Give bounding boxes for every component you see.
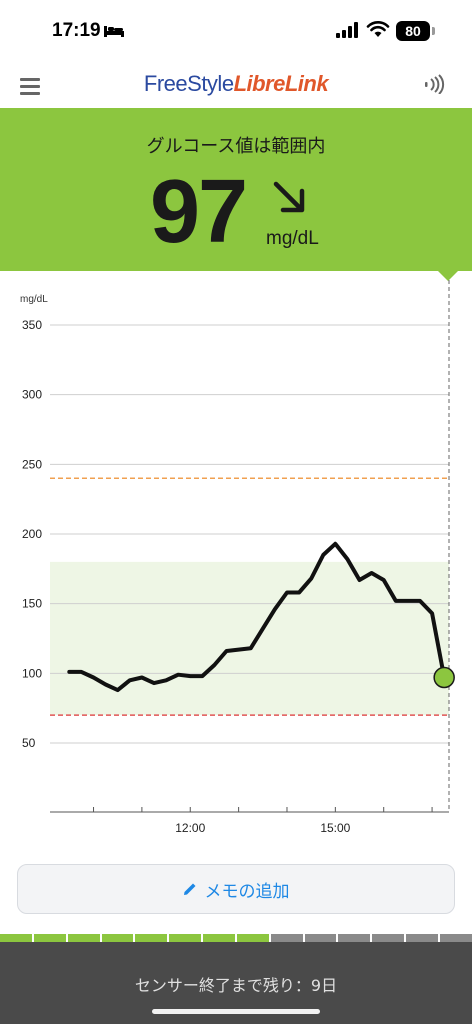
y-tick-label-200: 200 — [22, 527, 42, 541]
sensor-progress-segment — [135, 934, 168, 942]
y-tick-label-50: 50 — [22, 736, 36, 750]
arrow-down-right-icon — [273, 181, 305, 213]
battery-indicator: 80 — [396, 21, 430, 41]
status-bar: 17:19 80 — [0, 0, 472, 62]
add-memo-label: メモの追加 — [204, 881, 290, 902]
brand-part1: FreeStyle — [143, 71, 234, 96]
pencil-icon — [183, 883, 195, 895]
sensor-progress-segment — [304, 934, 337, 942]
current-glucose-point — [433, 666, 455, 689]
glucose-value: 97 — [150, 162, 248, 262]
hamburger-menu-icon[interactable] — [20, 78, 40, 95]
sensor-progress-bar — [0, 934, 472, 942]
glucose-series-line — [67, 541, 447, 693]
sensor-progress-segment — [270, 934, 303, 942]
x-tick-label-1: 15:00 — [320, 821, 350, 835]
sensor-progress-segment — [67, 934, 100, 942]
nfc-scan-icon[interactable] — [424, 74, 446, 94]
current-time-marker — [437, 270, 459, 281]
sensor-progress-segment — [203, 934, 235, 942]
glucose-chart: mg/dL 50 100 150 200 250 300 350 12:00 15:00 — [20, 280, 455, 835]
y-tick-label-300: 300 — [22, 388, 42, 402]
y-tick-label-250: 250 — [22, 457, 42, 471]
y-tick-label-350: 350 — [22, 318, 42, 332]
battery-tip — [432, 27, 435, 35]
y-axis-unit-label: mg/dL — [20, 294, 48, 305]
glucose-status-text: グルコース値は範囲内 — [146, 136, 326, 157]
add-memo-button[interactable]: メモの追加 — [17, 864, 455, 914]
wifi-icon — [366, 21, 390, 37]
app-header: FreeStyleLibreLink — [0, 62, 472, 108]
sensor-progress-segment — [169, 934, 202, 942]
sensor-progress-segment — [101, 934, 134, 942]
sensor-progress-segment — [406, 934, 438, 942]
brand-part2: LibreLink — [233, 71, 329, 96]
y-tick-label-100: 100 — [22, 666, 42, 680]
bed-icon — [104, 26, 124, 37]
x-tick-label-0: 12:00 — [175, 821, 205, 835]
sensor-progress-segment — [439, 934, 472, 942]
cellular-signal-icon — [336, 22, 358, 38]
sensor-progress-segment — [372, 934, 405, 942]
target-range-band — [50, 561, 449, 716]
home-indicator[interactable] — [152, 1009, 320, 1014]
sensor-progress-segment — [338, 934, 371, 942]
y-tick-label-150: 150 — [22, 597, 42, 611]
glucose-unit: mg/dL — [266, 228, 319, 249]
sensor-remaining-text: センサー終了まで残り：9日 — [134, 976, 338, 995]
brand-logo: FreeStyleLibreLink — [0, 71, 472, 97]
sensor-progress-segment — [33, 934, 66, 942]
glucose-banner: グルコース値は範囲内 97 mg/dL — [0, 108, 472, 271]
status-time: 17:19 — [52, 20, 101, 41]
sensor-progress-segment — [236, 934, 269, 942]
sensor-progress-segment — [0, 934, 32, 942]
